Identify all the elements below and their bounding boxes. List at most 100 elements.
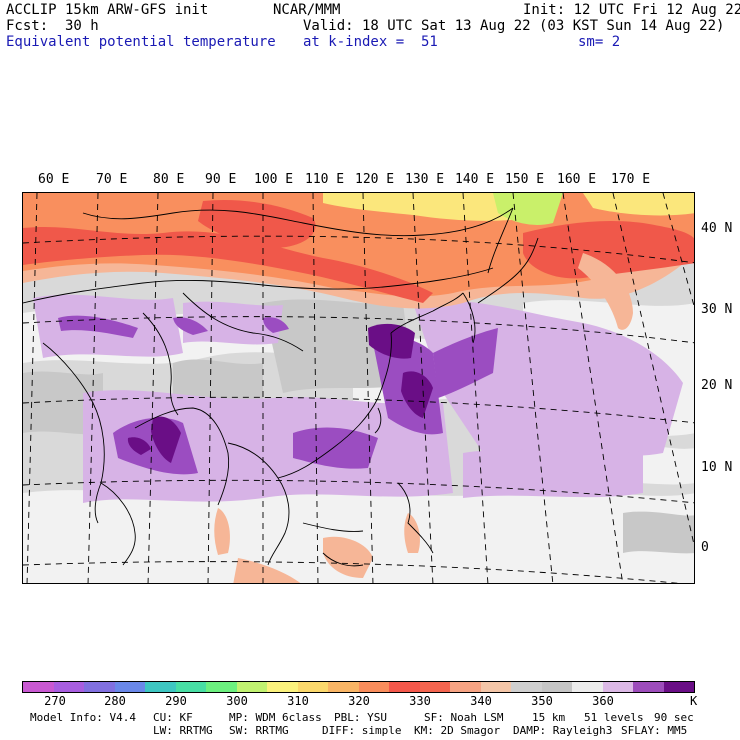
map-shape — [23, 490, 694, 583]
model-info-resolution: 15 km — [532, 711, 566, 724]
map-shape — [374, 407, 382, 434]
colorbar-segment — [328, 682, 359, 692]
lon-label: 160 E — [557, 172, 597, 187]
map-shape — [623, 511, 694, 554]
map-shape — [58, 315, 138, 338]
colorbar-tick: 330 — [409, 694, 431, 708]
model-info-levels: 51 levels — [584, 711, 644, 724]
colorbar-segment — [541, 682, 572, 692]
model-info-km: KM: 2D Smagor — [414, 724, 501, 737]
colorbar-tick: 280 — [104, 694, 126, 708]
map-shape — [23, 316, 694, 344]
colorbar-segment — [206, 682, 237, 692]
lon-label: 90 E — [205, 172, 237, 187]
init-time: Init: 12 UTC Fri 12 Aug 22 — [523, 2, 740, 18]
theta-e-field — [23, 193, 694, 583]
lon-label: 70 E — [96, 172, 128, 187]
model-info-diff: DIFF: simple — [322, 724, 402, 737]
model-info-damp: DAMP: Rayleigh3 — [513, 724, 613, 737]
map-shape — [127, 437, 151, 455]
map-shape — [100, 482, 136, 566]
graticule-layer — [23, 193, 694, 583]
map-shape — [182, 292, 304, 352]
colorbar-segment — [84, 682, 115, 692]
lon-label: 120 E — [355, 172, 395, 187]
map-shape — [562, 193, 624, 583]
map-shape — [462, 292, 476, 344]
map-shape — [83, 390, 453, 503]
map-shape — [42, 342, 105, 524]
colorbar-segment — [267, 682, 298, 692]
colorbar-segment — [236, 682, 267, 692]
lon-label: 80 E — [153, 172, 185, 187]
colorbar-segment — [358, 682, 389, 692]
map-shape — [323, 536, 373, 578]
colorbar-tick: 360 — [592, 694, 614, 708]
colorbar-segment — [633, 682, 664, 692]
lat-label: 40 N — [701, 221, 733, 236]
tropical-land-layer — [214, 508, 420, 583]
colorbar-segment — [511, 682, 542, 692]
map-shape — [263, 317, 289, 333]
colorbar-segment — [145, 682, 176, 692]
colorbar-tick: 340 — [470, 694, 492, 708]
lat-label: 30 N — [701, 302, 733, 317]
colorbar-segment — [114, 682, 145, 692]
model-title: ACCLIP 15km ARW-GFS init — [6, 2, 209, 18]
model-info-lw: LW: RRTMG — [153, 724, 213, 737]
map-shape — [134, 407, 230, 506]
map-shape — [583, 193, 694, 216]
lon-label: 100 E — [254, 172, 294, 187]
map-shape — [401, 371, 433, 418]
map-shape — [23, 235, 694, 264]
map-shape — [198, 199, 316, 248]
map-shape — [463, 449, 643, 498]
colorbar — [22, 681, 695, 693]
organization-label: NCAR/MMM — [273, 2, 341, 18]
map-shape — [233, 558, 301, 583]
lon-label: 110 E — [305, 172, 345, 187]
lon-label: 60 E — [38, 172, 70, 187]
model-info-mp: MP: WDM 6class — [229, 711, 322, 724]
forecast-hours: 30 h — [65, 18, 99, 34]
level-index: at k-index = 51 — [303, 34, 438, 50]
map-shape — [477, 237, 539, 304]
colorbar-segment — [53, 682, 84, 692]
map-shape — [322, 552, 364, 567]
map-shape — [397, 482, 434, 554]
warm-band-layer — [23, 193, 694, 330]
smoothing-value: sm= 2 — [578, 34, 621, 50]
colorbar-segment — [480, 682, 511, 692]
model-info-sf: SF: Noah LSM — [424, 711, 504, 724]
map-shape — [493, 193, 563, 225]
map-shape — [23, 226, 433, 303]
map-shape — [302, 522, 364, 532]
map-shape — [433, 328, 498, 398]
colorbar-tick: 270 — [44, 694, 66, 708]
field-name: Equivalent potential temperature — [6, 34, 276, 50]
map-shape — [662, 193, 694, 308]
map-shape — [293, 427, 378, 469]
lon-label: 130 E — [405, 172, 445, 187]
map-shape — [23, 396, 694, 424]
map-shape — [523, 221, 694, 279]
lat-label: 10 N — [701, 460, 733, 475]
model-info-version: Model Info: V4.4 — [30, 711, 136, 724]
forecast-label: Fcst: — [6, 18, 49, 34]
colorbar-segment — [572, 682, 603, 692]
colorbar-tick: 290 — [165, 694, 187, 708]
colorbar-segment — [175, 682, 206, 692]
map-shape — [227, 442, 290, 566]
colorbar-segment — [389, 682, 420, 692]
map-shape — [23, 561, 680, 583]
model-info-cu: CU: KF — [153, 711, 193, 724]
map-shape — [214, 508, 230, 555]
map-shape — [23, 479, 694, 504]
colorbar-segment — [602, 682, 633, 692]
colorbar-segment — [663, 682, 694, 692]
map-shape — [173, 317, 208, 335]
dark-purple-layer — [127, 323, 433, 463]
model-info-pbl: PBL: YSU — [334, 711, 387, 724]
colorbar-tick: 310 — [287, 694, 309, 708]
map-shape — [323, 193, 543, 221]
